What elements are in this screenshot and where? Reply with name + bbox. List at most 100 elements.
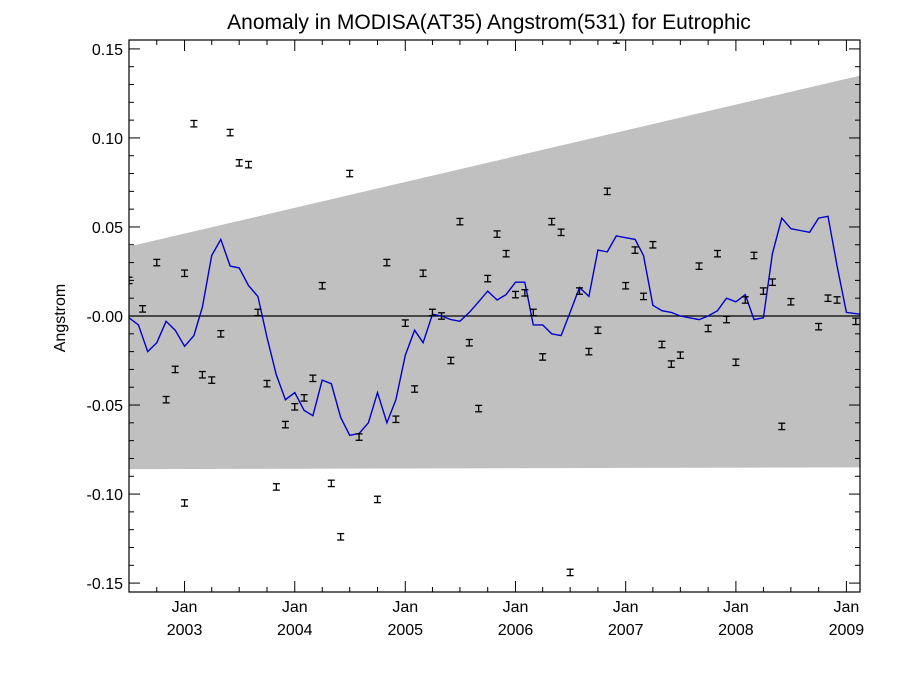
error-bar-point xyxy=(226,128,234,137)
error-bar-point xyxy=(713,249,721,258)
error-bar-point xyxy=(667,360,675,368)
error-bar-point xyxy=(245,160,253,169)
error-bar-point xyxy=(373,495,381,504)
x-tick-year: 2009 xyxy=(829,622,865,639)
error-bar-point xyxy=(824,294,832,303)
error-bar-point xyxy=(181,269,189,278)
error-bar-point xyxy=(594,326,602,335)
y-tick-label: -0.00 xyxy=(87,309,124,326)
error-bar-point xyxy=(778,422,786,431)
error-bar-point xyxy=(401,319,409,327)
error-bar-point xyxy=(208,376,216,384)
chart-title: Anomaly in MODISA(AT35) Angstrom(531) fo… xyxy=(227,11,751,34)
error-bar-point xyxy=(254,308,262,317)
x-tick-year: 2005 xyxy=(387,622,423,639)
error-bar-point xyxy=(346,169,354,178)
y-tick-label: -0.10 xyxy=(87,487,124,504)
error-bar-point xyxy=(704,324,712,333)
error-bar-point xyxy=(411,385,419,393)
error-bar-point xyxy=(217,329,225,338)
error-bar-point xyxy=(139,305,147,313)
x-tick-month: Jan xyxy=(503,599,529,616)
error-bar-point xyxy=(447,356,455,365)
error-bar-point xyxy=(263,379,271,388)
error-bar-point xyxy=(768,278,776,287)
error-bar-point xyxy=(548,217,556,226)
y-tick-label: 0.05 xyxy=(92,220,123,237)
error-bar-point xyxy=(833,296,841,304)
error-bar-point xyxy=(529,308,537,317)
error-bar-point xyxy=(327,479,335,488)
error-bar-point xyxy=(852,317,860,326)
x-tick-year: 2003 xyxy=(167,622,203,639)
error-bar-point xyxy=(658,340,666,349)
error-bar-point xyxy=(465,338,473,347)
error-bar-point xyxy=(428,308,436,317)
x-tick-month: Jan xyxy=(392,599,418,616)
x-tick-month: Jan xyxy=(723,599,749,616)
error-bar-point xyxy=(622,281,630,290)
error-bar-point xyxy=(521,289,529,297)
error-bar-point xyxy=(484,274,492,283)
y-tick-label: -0.05 xyxy=(87,398,124,415)
error-bar-point xyxy=(511,290,519,299)
error-bar-point xyxy=(383,258,391,267)
error-bar-point xyxy=(456,217,464,226)
error-bar-point xyxy=(153,258,161,267)
x-tick-month: Jan xyxy=(282,599,308,616)
error-bar-point xyxy=(198,370,206,379)
error-bar-point xyxy=(557,228,565,237)
error-bar-point xyxy=(750,251,758,260)
error-bar-point xyxy=(502,249,510,258)
error-bar-point xyxy=(539,353,547,361)
error-bar-point xyxy=(759,287,767,295)
error-bar-point xyxy=(612,40,620,44)
error-bar-point xyxy=(181,499,189,507)
error-bar-point xyxy=(475,404,483,413)
error-bar-point xyxy=(741,296,749,304)
error-bar-point xyxy=(649,240,657,249)
error-bar-point xyxy=(300,394,308,402)
error-bar-point xyxy=(190,119,198,128)
error-bar-point xyxy=(281,420,289,429)
y-tick-label: 0.15 xyxy=(92,42,123,59)
plot-area xyxy=(129,40,860,577)
x-tick-year: 2008 xyxy=(718,622,754,639)
error-bar-point xyxy=(419,269,427,278)
error-bar-point xyxy=(732,358,740,367)
error-bar-point xyxy=(291,402,299,411)
error-bar-point xyxy=(815,322,823,331)
error-bar-point xyxy=(585,347,593,356)
anomaly-line xyxy=(129,215,860,437)
error-bar-point xyxy=(392,415,400,424)
error-bar-point xyxy=(723,315,731,324)
plot-layer: -0.15-0.10-0.05-0.000.050.100.15Jan2003J… xyxy=(87,39,865,639)
y-axis: -0.15 -0.10 -0.05 -0.00 0.05 0.10 0.15 xyxy=(87,42,860,593)
x-tick-month: Jan xyxy=(613,599,639,616)
error-bar-point xyxy=(493,230,501,238)
error-bar-point xyxy=(787,297,795,306)
error-bar-point xyxy=(162,395,170,404)
error-bar-point xyxy=(318,281,326,290)
error-bar-point xyxy=(438,312,446,320)
x-tick-year: 2007 xyxy=(608,622,644,639)
error-bar-point xyxy=(640,292,648,301)
error-bar-point xyxy=(566,568,574,577)
error-bar-point xyxy=(575,287,583,295)
x-tick-year: 2006 xyxy=(498,622,534,639)
y-axis-label: Angstrom xyxy=(52,284,69,352)
x-tick-month: Jan xyxy=(834,599,860,616)
error-bar-point xyxy=(235,159,243,167)
error-bar-point xyxy=(171,365,179,374)
error-bar-point xyxy=(355,433,363,441)
x-tick-year: 2004 xyxy=(277,622,313,639)
error-bar-point xyxy=(129,276,133,285)
confidence-band xyxy=(129,75,860,470)
x-tick-month: Jan xyxy=(172,599,198,616)
error-bar-point xyxy=(631,246,639,254)
x-axis: Jan 2003 Jan 2004 Jan 2005 Jan 2006 Jan 2007 Jan 20… xyxy=(128,40,865,639)
error-bar-point xyxy=(676,351,684,360)
y-tick-label: 0.10 xyxy=(92,131,123,148)
error-bar-point xyxy=(309,374,317,383)
